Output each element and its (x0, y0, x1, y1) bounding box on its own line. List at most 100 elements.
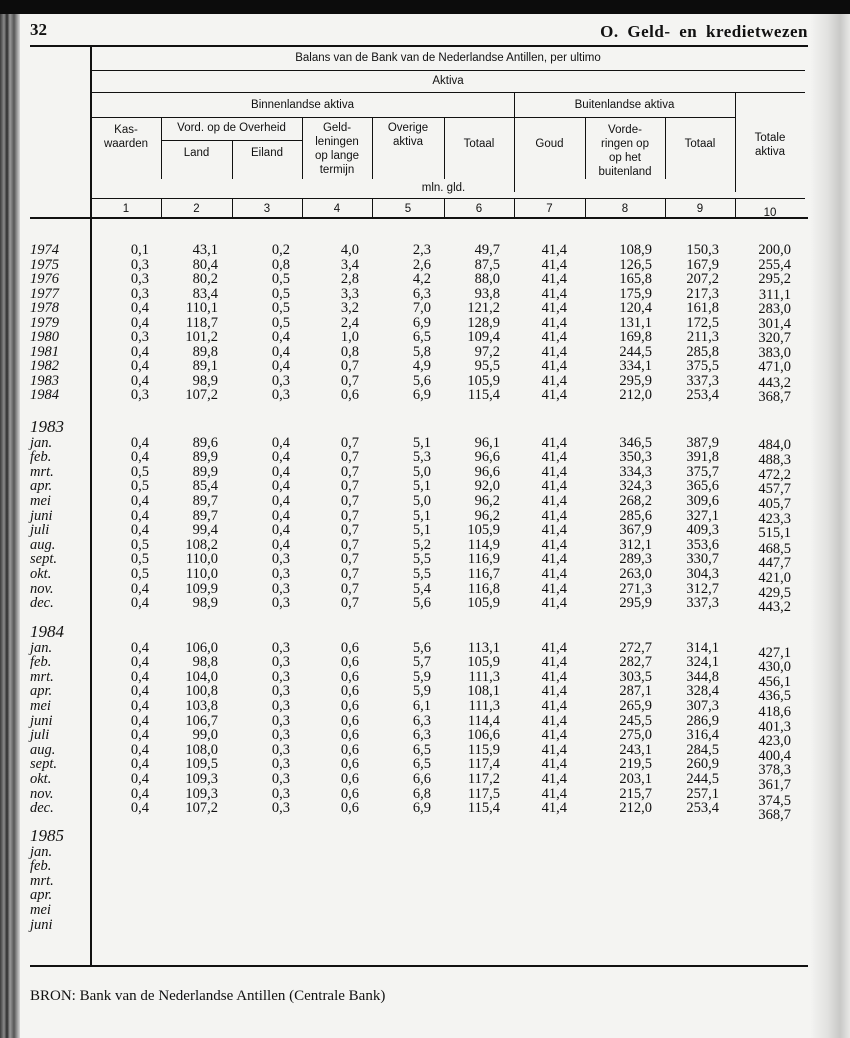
table-cell: 265,9 (619, 697, 652, 714)
table-cell: 89,6 (192, 434, 218, 451)
table-cell: 457,7 (758, 481, 791, 498)
row-label: 1984 (30, 387, 59, 403)
table-cell: 3,2 (340, 300, 359, 316)
table-cell: 0,7 (340, 551, 359, 568)
table-cell: 203,1 (619, 770, 652, 787)
rule (735, 198, 736, 218)
table-cell: 92,0 (474, 478, 500, 495)
table-cell: 41,4 (541, 800, 567, 817)
table-cell: 41,4 (541, 242, 567, 258)
table-cell: 96,2 (474, 492, 500, 509)
table-cell: 0,6 (340, 770, 359, 787)
column-number: 6 (475, 203, 483, 215)
table-cell: 116,8 (467, 580, 500, 597)
table-cell: 0,3 (271, 785, 290, 802)
row-label: 1983 (30, 372, 59, 389)
table-cell: 2,3 (412, 242, 431, 258)
table-cell: 107,2 (185, 800, 218, 817)
table-cell: 109,4 (467, 329, 500, 345)
row-label: sept. (30, 551, 57, 568)
table-cell: 87,5 (474, 256, 500, 273)
table-cell: 41,4 (541, 434, 567, 451)
column-number: 2 (193, 203, 200, 215)
table-top-rule (30, 45, 808, 47)
table-cell: 99,0 (192, 727, 218, 744)
group-header-binnenlandse: Binnenlandse aktiva (251, 99, 354, 111)
table-cell: 111,3 (468, 668, 500, 685)
table-cell: 97,2 (474, 343, 500, 360)
table-cell: 295,9 (619, 595, 652, 612)
rule (585, 117, 586, 179)
table-cell: 0,3 (271, 639, 290, 656)
table-cell: 0,6 (340, 712, 359, 729)
table-cell: 41,4 (541, 727, 567, 744)
column-header: Goud (535, 138, 564, 150)
column-header: Land (183, 147, 210, 159)
table-cell: 118,7 (185, 314, 218, 331)
table-cell: 253,4 (686, 800, 719, 817)
table-cell: 5,6 (412, 595, 431, 612)
table-cell: 0,4 (130, 372, 149, 389)
table-cell: 103,8 (185, 697, 218, 714)
table-cell: 41,4 (541, 668, 567, 685)
table-cell: 117,5 (467, 785, 500, 802)
row-label: 1979 (30, 314, 59, 331)
table-cell: 244,5 (686, 770, 719, 787)
table-cell: 0,4 (130, 492, 149, 509)
table-cell: 337,3 (686, 372, 719, 389)
table-cell: 515,1 (758, 525, 791, 542)
table-cell: 282,7 (619, 654, 652, 671)
table-cell: 85,4 (192, 478, 218, 495)
rule (302, 117, 303, 179)
table-bottom-rule (30, 965, 808, 967)
rule (91, 70, 805, 71)
table-cell: 0,6 (340, 668, 359, 685)
table-cell: 0,4 (271, 358, 290, 374)
row-label: apr. (30, 478, 53, 495)
table-cell: 96,6 (474, 449, 500, 466)
table-cell: 0,4 (130, 654, 149, 671)
table-cell: 0,3 (130, 387, 149, 403)
table-cell: 41,4 (541, 741, 567, 758)
rule (91, 117, 735, 118)
table-cell: 0,4 (130, 683, 149, 700)
table-cell: 0,4 (130, 800, 149, 817)
table-cell: 0,5 (130, 565, 149, 582)
table-cell: 0,3 (271, 595, 290, 612)
row-label: mrt. (30, 463, 54, 480)
table-cell: 0,7 (340, 507, 359, 524)
table-cell: 96,6 (474, 463, 500, 480)
table-cell: 41,4 (541, 343, 567, 360)
table-cell: 115,9 (467, 741, 500, 758)
table-cell: 41,4 (541, 492, 567, 509)
table-cell: 217,3 (686, 285, 719, 302)
table-cell: 284,5 (686, 741, 719, 758)
table-cell: 344,8 (686, 668, 719, 685)
table-cell: 41,4 (541, 256, 567, 273)
table-cell: 96,2 (474, 507, 500, 524)
table-cell: 0,4 (130, 712, 149, 729)
table-cell: 0,4 (271, 449, 290, 466)
table-cell: 113,1 (467, 639, 500, 656)
table-cell: 328,4 (686, 683, 719, 700)
table-cell: 0,2 (271, 242, 290, 258)
table-cell: 0,7 (340, 434, 359, 451)
table-cell: 311,1 (758, 286, 791, 303)
source-note: BRON: Bank van de Nederlandse Antillen (… (30, 988, 386, 1004)
table-cell: 6,6 (412, 770, 431, 787)
table-cell: 0,4 (271, 536, 290, 553)
table-cell: 104,0 (185, 668, 218, 685)
table-cell: 4,0 (340, 242, 359, 258)
row-label: aug. (30, 741, 56, 758)
row-label: apr. (30, 887, 53, 904)
table-cell: 5,5 (412, 551, 431, 568)
table-cell: 257,1 (686, 785, 719, 802)
table-cell: 5,9 (412, 683, 431, 700)
row-label: 1976 (30, 271, 59, 287)
table-title: Balans van de Bank van de Nederlandse An… (295, 52, 601, 64)
row-label: mrt. (30, 872, 54, 889)
row-label: juli (30, 522, 50, 539)
table-cell: 6,5 (412, 741, 431, 758)
table-cell: 430,0 (758, 659, 791, 676)
rule (585, 198, 586, 218)
